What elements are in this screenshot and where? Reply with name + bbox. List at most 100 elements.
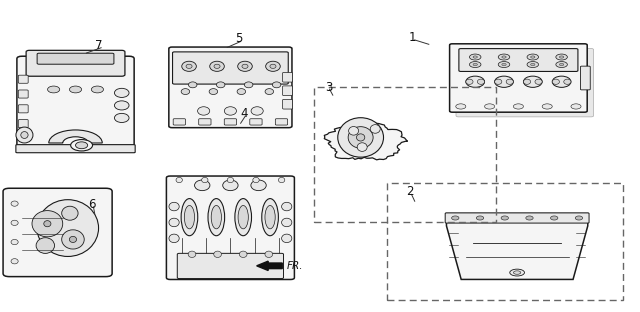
Ellipse shape (76, 142, 88, 149)
FancyBboxPatch shape (173, 119, 186, 125)
Ellipse shape (237, 61, 252, 71)
Ellipse shape (349, 127, 358, 135)
Ellipse shape (501, 216, 508, 220)
Ellipse shape (176, 177, 182, 183)
Ellipse shape (526, 216, 533, 220)
Ellipse shape (61, 230, 84, 249)
Ellipse shape (11, 220, 18, 226)
Ellipse shape (357, 143, 367, 151)
Ellipse shape (531, 56, 535, 58)
Ellipse shape (564, 79, 571, 84)
Ellipse shape (69, 236, 77, 242)
Ellipse shape (356, 134, 365, 141)
Ellipse shape (571, 104, 581, 109)
Ellipse shape (195, 180, 210, 191)
Ellipse shape (262, 199, 278, 236)
Ellipse shape (338, 118, 383, 157)
Ellipse shape (184, 206, 195, 229)
Ellipse shape (235, 199, 252, 236)
FancyBboxPatch shape (19, 90, 28, 98)
Polygon shape (447, 213, 588, 280)
Ellipse shape (115, 88, 129, 97)
Ellipse shape (224, 107, 237, 115)
FancyBboxPatch shape (250, 119, 262, 125)
FancyBboxPatch shape (169, 47, 292, 128)
Ellipse shape (188, 82, 197, 88)
Text: 5: 5 (236, 32, 243, 46)
Ellipse shape (524, 76, 542, 87)
FancyBboxPatch shape (37, 53, 114, 64)
Ellipse shape (466, 79, 473, 84)
Ellipse shape (115, 113, 129, 123)
Ellipse shape (223, 180, 238, 191)
Ellipse shape (513, 271, 521, 274)
Ellipse shape (182, 61, 196, 71)
Ellipse shape (251, 180, 266, 191)
Ellipse shape (559, 63, 564, 66)
Ellipse shape (227, 177, 234, 183)
Ellipse shape (11, 201, 18, 206)
Ellipse shape (495, 76, 513, 87)
Ellipse shape (270, 64, 276, 68)
Ellipse shape (527, 61, 538, 67)
Ellipse shape (16, 127, 33, 143)
Ellipse shape (266, 61, 280, 71)
FancyBboxPatch shape (456, 48, 594, 117)
Ellipse shape (242, 64, 248, 68)
Ellipse shape (37, 200, 99, 256)
Ellipse shape (502, 63, 506, 66)
Ellipse shape (11, 239, 18, 245)
Ellipse shape (211, 206, 221, 229)
Polygon shape (324, 120, 407, 160)
Ellipse shape (484, 104, 495, 109)
FancyBboxPatch shape (177, 253, 284, 279)
Ellipse shape (550, 216, 558, 220)
Text: 2: 2 (406, 185, 414, 198)
Ellipse shape (265, 89, 273, 95)
FancyBboxPatch shape (16, 145, 135, 153)
Ellipse shape (476, 216, 484, 220)
Ellipse shape (265, 251, 273, 257)
Ellipse shape (524, 79, 531, 84)
Ellipse shape (214, 64, 220, 68)
Text: 1: 1 (408, 31, 416, 44)
FancyBboxPatch shape (445, 213, 589, 223)
Ellipse shape (239, 251, 247, 257)
FancyBboxPatch shape (198, 119, 211, 125)
Ellipse shape (278, 177, 285, 183)
FancyBboxPatch shape (19, 119, 28, 128)
Text: 3: 3 (325, 81, 333, 94)
Ellipse shape (452, 216, 459, 220)
Ellipse shape (251, 107, 263, 115)
Ellipse shape (527, 54, 538, 60)
Ellipse shape (181, 89, 189, 95)
Ellipse shape (552, 79, 559, 84)
FancyBboxPatch shape (450, 44, 588, 112)
Ellipse shape (44, 221, 51, 227)
Ellipse shape (371, 124, 380, 133)
Ellipse shape (253, 177, 259, 183)
FancyBboxPatch shape (224, 119, 237, 125)
Bar (314, 87, 496, 222)
Ellipse shape (348, 127, 373, 148)
Ellipse shape (556, 54, 568, 60)
FancyArrow shape (257, 261, 282, 271)
Ellipse shape (282, 218, 292, 227)
Ellipse shape (473, 56, 477, 58)
Ellipse shape (506, 79, 513, 84)
FancyBboxPatch shape (283, 100, 292, 109)
Ellipse shape (216, 82, 225, 88)
Ellipse shape (509, 269, 525, 276)
Ellipse shape (181, 199, 198, 236)
FancyBboxPatch shape (19, 75, 28, 83)
Ellipse shape (36, 238, 54, 253)
Ellipse shape (47, 86, 60, 93)
Bar (387, 183, 623, 300)
Ellipse shape (209, 89, 218, 95)
Ellipse shape (498, 61, 510, 67)
Ellipse shape (535, 79, 542, 84)
FancyBboxPatch shape (580, 66, 590, 90)
Ellipse shape (11, 259, 18, 264)
Ellipse shape (470, 54, 481, 60)
Ellipse shape (282, 234, 292, 243)
